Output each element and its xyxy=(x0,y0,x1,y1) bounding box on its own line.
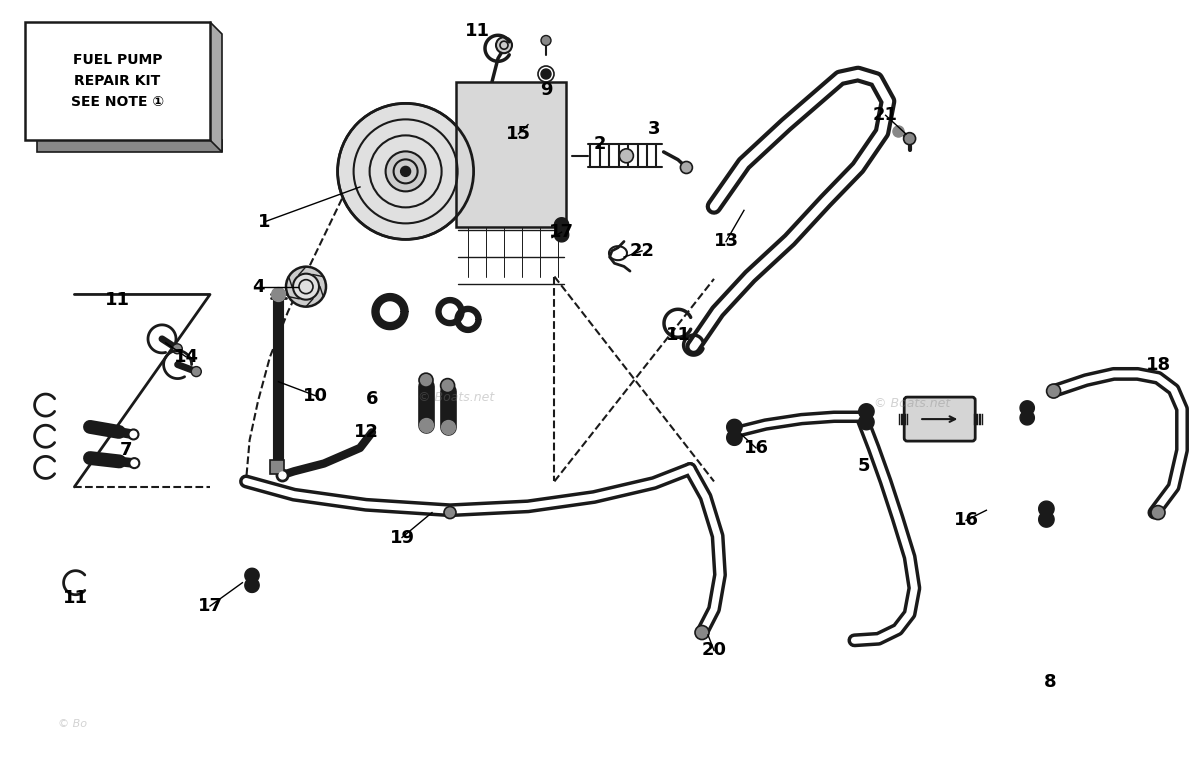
Text: 11: 11 xyxy=(466,22,490,41)
Text: 17: 17 xyxy=(550,223,574,241)
Polygon shape xyxy=(1020,400,1034,415)
Text: 17: 17 xyxy=(198,597,222,615)
Circle shape xyxy=(130,458,139,468)
Circle shape xyxy=(695,626,709,640)
Circle shape xyxy=(191,367,202,376)
Text: 2: 2 xyxy=(594,135,606,153)
Text: 10: 10 xyxy=(304,386,328,405)
Circle shape xyxy=(337,104,474,239)
Text: © Bo: © Bo xyxy=(58,720,86,729)
Text: 14: 14 xyxy=(174,347,198,366)
Circle shape xyxy=(680,161,692,174)
Text: © Boats.net: © Boats.net xyxy=(418,391,494,404)
Polygon shape xyxy=(727,419,742,435)
Text: 6: 6 xyxy=(366,390,378,408)
Text: FUEL PUMP
REPAIR KIT
SEE NOTE ①: FUEL PUMP REPAIR KIT SEE NOTE ① xyxy=(71,54,164,108)
Circle shape xyxy=(173,344,182,354)
Text: 3: 3 xyxy=(648,119,660,138)
Polygon shape xyxy=(210,22,222,152)
Polygon shape xyxy=(859,414,874,430)
Circle shape xyxy=(541,36,551,45)
FancyBboxPatch shape xyxy=(905,397,976,441)
Text: 5: 5 xyxy=(858,456,870,475)
Polygon shape xyxy=(727,430,742,446)
Circle shape xyxy=(401,167,410,176)
Polygon shape xyxy=(245,578,259,593)
FancyBboxPatch shape xyxy=(25,22,210,140)
Text: 1: 1 xyxy=(258,213,270,231)
Text: 22: 22 xyxy=(630,241,654,260)
Circle shape xyxy=(385,151,426,192)
Text: 15: 15 xyxy=(506,125,530,143)
FancyBboxPatch shape xyxy=(270,460,284,474)
Polygon shape xyxy=(245,568,259,583)
Text: 20: 20 xyxy=(702,641,726,660)
Polygon shape xyxy=(1039,512,1054,527)
Circle shape xyxy=(1046,384,1061,398)
Circle shape xyxy=(496,37,512,53)
Circle shape xyxy=(904,132,916,145)
Text: 11: 11 xyxy=(666,326,690,344)
Circle shape xyxy=(293,273,319,300)
Polygon shape xyxy=(436,298,464,326)
Circle shape xyxy=(444,506,456,519)
Text: 19: 19 xyxy=(390,528,414,547)
Polygon shape xyxy=(1039,501,1054,516)
Circle shape xyxy=(419,373,433,387)
Polygon shape xyxy=(554,227,569,242)
Circle shape xyxy=(440,379,455,393)
Polygon shape xyxy=(37,140,222,152)
Text: 16: 16 xyxy=(954,511,978,530)
Circle shape xyxy=(286,266,326,307)
Text: 8: 8 xyxy=(1044,672,1056,691)
Text: 16: 16 xyxy=(744,439,768,457)
Polygon shape xyxy=(1020,411,1034,425)
Text: 4: 4 xyxy=(252,277,264,296)
Polygon shape xyxy=(455,306,481,333)
Polygon shape xyxy=(372,294,408,330)
Circle shape xyxy=(128,429,138,439)
Circle shape xyxy=(1151,506,1165,520)
Text: 11: 11 xyxy=(64,589,88,608)
Text: 21: 21 xyxy=(874,106,898,125)
Polygon shape xyxy=(859,404,874,419)
Text: © Boats.net: © Boats.net xyxy=(874,397,950,410)
Text: 13: 13 xyxy=(714,232,738,251)
FancyBboxPatch shape xyxy=(456,82,566,227)
Text: 11: 11 xyxy=(106,291,130,309)
Text: 18: 18 xyxy=(1146,355,1170,374)
Polygon shape xyxy=(554,217,569,232)
Circle shape xyxy=(619,149,634,163)
Text: 12: 12 xyxy=(354,423,378,442)
Circle shape xyxy=(541,69,551,79)
Text: 9: 9 xyxy=(540,80,552,99)
Text: 7: 7 xyxy=(120,441,132,460)
